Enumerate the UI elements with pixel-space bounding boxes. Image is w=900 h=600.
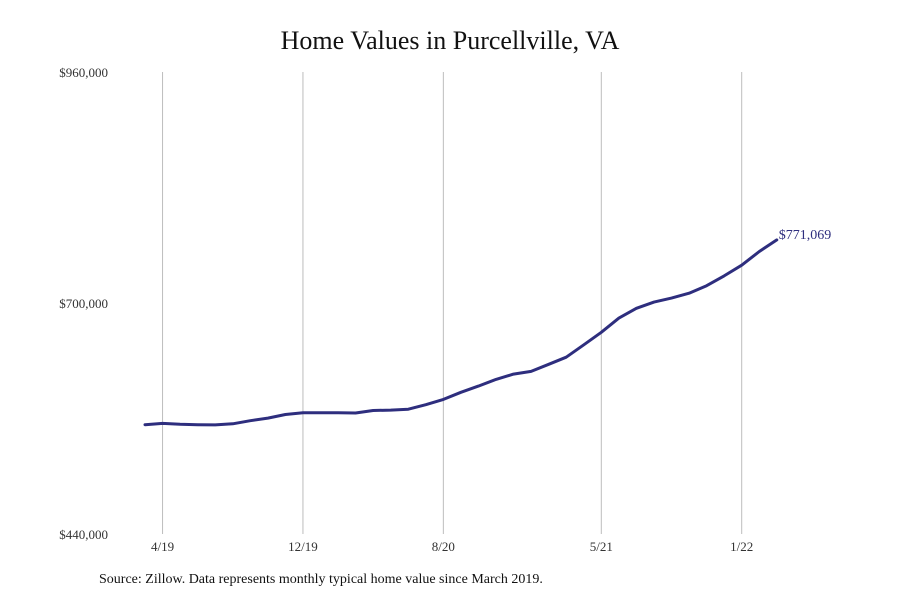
- x-tick-label: 4/19: [151, 539, 174, 554]
- x-tick-label: 5/21: [590, 539, 613, 554]
- gridlines: [162, 72, 743, 534]
- x-tick-label: 8/20: [432, 539, 455, 554]
- chart-title: Home Values in Purcellville, VA: [280, 26, 620, 55]
- series-line-home-value: [143, 238, 779, 427]
- x-axis-ticks: 4/19 12/19 8/20 5/21 1/22: [151, 539, 753, 554]
- y-tick-label: $440,000: [59, 527, 108, 542]
- y-tick-label: $960,000: [59, 65, 108, 80]
- end-value-label: $771,069: [779, 228, 832, 243]
- y-axis-ticks: $440,000 $700,000 $960,000: [59, 65, 108, 542]
- y-tick-label: $700,000: [59, 296, 108, 311]
- x-tick-label: 12/19: [288, 539, 318, 554]
- source-note: Source: Zillow. Data represents monthly …: [99, 572, 543, 587]
- x-tick-label: 1/22: [730, 539, 753, 554]
